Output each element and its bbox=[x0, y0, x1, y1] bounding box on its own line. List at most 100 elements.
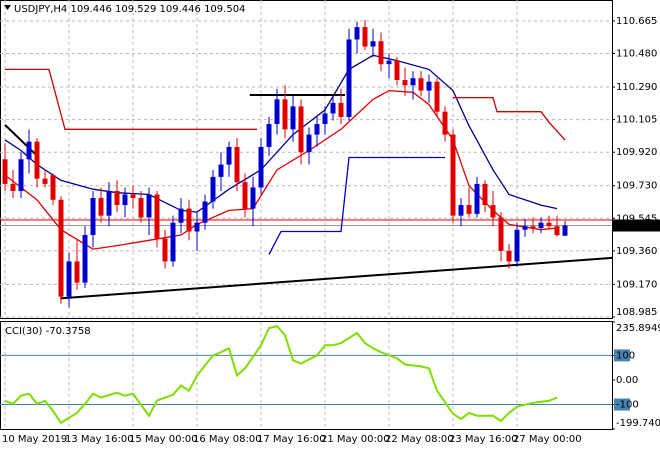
candle-body bbox=[146, 194, 152, 218]
y-tick-label: 109.170 bbox=[616, 279, 657, 290]
candle-body bbox=[426, 81, 432, 91]
candle-body bbox=[290, 106, 296, 130]
candle-body bbox=[450, 134, 456, 216]
candle-body bbox=[130, 194, 136, 199]
cci-line bbox=[4, 324, 558, 425]
candle-body bbox=[34, 141, 40, 179]
candle-body bbox=[114, 190, 120, 206]
candle-body bbox=[258, 146, 264, 188]
candle-body bbox=[10, 183, 16, 191]
candle-body bbox=[458, 205, 464, 216]
candle-body bbox=[154, 194, 160, 239]
cci-title: CCI(30) -70.3758 bbox=[5, 326, 91, 337]
y-tick-label: 110.480 bbox=[616, 49, 657, 60]
candle-body bbox=[58, 199, 64, 297]
level-label-box bbox=[614, 349, 630, 362]
candle-body bbox=[554, 226, 560, 236]
candle-body bbox=[186, 208, 192, 232]
candle-body bbox=[138, 198, 144, 218]
candle-body bbox=[322, 113, 328, 125]
candle-body bbox=[90, 198, 96, 236]
trend-line bbox=[60, 256, 613, 300]
candle-body bbox=[410, 78, 416, 86]
candle-body bbox=[274, 99, 280, 125]
candle-body bbox=[42, 178, 48, 184]
candle-body bbox=[178, 208, 184, 223]
level-label-box bbox=[614, 398, 630, 411]
candle-body bbox=[162, 238, 168, 262]
candle-body bbox=[442, 111, 448, 135]
candle-body bbox=[314, 124, 320, 135]
candle-body bbox=[490, 205, 496, 218]
candle-body bbox=[250, 187, 256, 209]
candle-body bbox=[482, 183, 488, 206]
candle-body bbox=[66, 261, 72, 297]
candle-body bbox=[266, 124, 272, 147]
y-tick-label: 110.665 bbox=[616, 16, 657, 27]
y-tick-label: 110.290 bbox=[616, 82, 657, 93]
main-panel-frame bbox=[0, 0, 613, 319]
y-tick-label: 109.920 bbox=[616, 147, 657, 158]
y-tick-label: 100 bbox=[616, 350, 635, 361]
candle-body bbox=[2, 159, 8, 184]
candle-body bbox=[122, 194, 128, 206]
candle-body bbox=[346, 39, 352, 117]
x-tick-label: 15 May 00:00 bbox=[129, 434, 198, 445]
candle-body bbox=[522, 226, 528, 230]
candle-body bbox=[362, 27, 368, 47]
candle-body bbox=[354, 27, 360, 40]
candle-body bbox=[170, 222, 176, 262]
candle-body bbox=[82, 235, 88, 283]
symbol-icon bbox=[4, 5, 11, 10]
indicator-line bbox=[5, 68, 257, 130]
candle-body bbox=[218, 164, 224, 177]
y-tick-label: 109.360 bbox=[616, 246, 657, 257]
candle-body bbox=[538, 222, 544, 228]
trend-line bbox=[4, 124, 38, 157]
candle-body bbox=[330, 102, 336, 114]
candle-body bbox=[210, 176, 216, 202]
candle-body bbox=[474, 183, 480, 214]
y-tick-label: 109.545 bbox=[616, 213, 657, 224]
candle-body bbox=[370, 41, 376, 47]
indicator-line bbox=[453, 96, 566, 141]
bid-label: 109.504 bbox=[616, 221, 657, 232]
indicator-line bbox=[268, 156, 445, 255]
candle-body bbox=[298, 106, 304, 153]
x-tick-label: 10 May 2019 bbox=[2, 434, 67, 445]
x-tick-label: 21 May 00:00 bbox=[321, 434, 390, 445]
candle-body bbox=[282, 99, 288, 130]
candle-body bbox=[74, 261, 80, 283]
candle-body bbox=[378, 41, 384, 65]
y-tick-label: 235.8949 bbox=[616, 323, 660, 334]
x-tick-label: 22 May 08:00 bbox=[385, 434, 454, 445]
candle-body bbox=[466, 205, 472, 214]
candle-body bbox=[530, 226, 536, 228]
candle-body bbox=[434, 81, 440, 112]
candle-body bbox=[106, 190, 112, 216]
candle-body bbox=[386, 60, 392, 65]
candle-body bbox=[338, 102, 344, 117]
x-tick-label: 17 May 16:00 bbox=[257, 434, 326, 445]
candle-body bbox=[394, 60, 400, 80]
candle-body bbox=[418, 78, 424, 91]
candle-body bbox=[50, 175, 56, 200]
bid-label-box bbox=[613, 219, 660, 232]
y-tick-label: 108.985 bbox=[616, 307, 657, 318]
x-tick-label: 27 May 00:00 bbox=[513, 434, 582, 445]
x-tick-label: 13 May 16:00 bbox=[65, 434, 134, 445]
y-tick-label: -199.7404 bbox=[616, 418, 660, 429]
candle-body bbox=[402, 79, 408, 86]
candle-body bbox=[546, 222, 552, 227]
candle-body bbox=[26, 141, 32, 160]
candle-body bbox=[202, 201, 208, 223]
candle-body bbox=[226, 146, 232, 165]
candle-body bbox=[98, 198, 104, 216]
candle-body bbox=[242, 182, 248, 209]
candle-body bbox=[234, 146, 240, 183]
chart-title: USDJPY,H4 109.446 109.529 109.446 109.50… bbox=[14, 4, 245, 15]
candle-body bbox=[306, 134, 312, 153]
candle-body bbox=[498, 217, 504, 251]
